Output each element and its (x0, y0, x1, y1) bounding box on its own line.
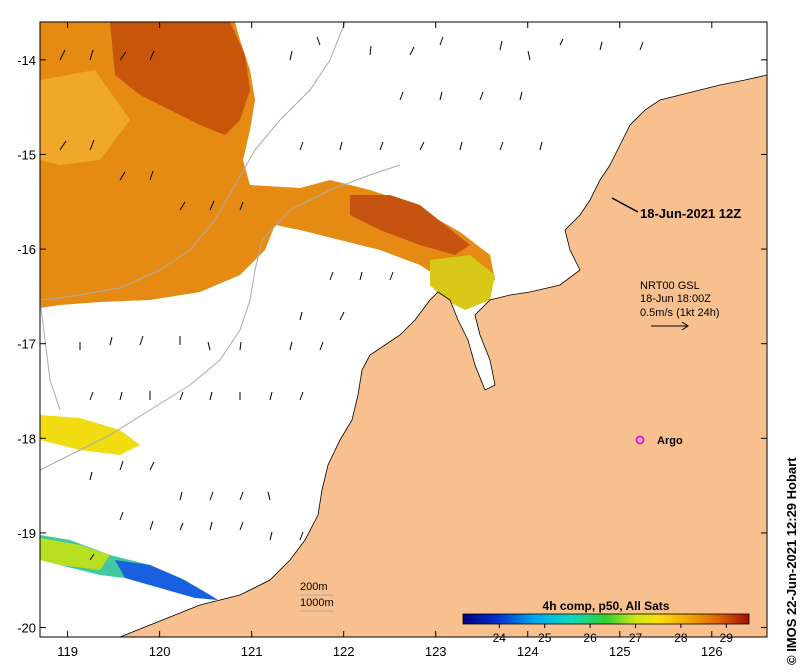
track-pointer (611, 197, 639, 213)
lat-tick-label: -19 (17, 526, 36, 541)
argo-float-marker (635, 435, 645, 445)
lat-tick-label: -20 (17, 621, 36, 636)
lat-tick-label: -17 (17, 337, 36, 352)
legend-title: 4h comp, p50, All Sats (543, 599, 670, 613)
argo-label: Argo (657, 435, 683, 447)
sst-field-south-blue (115, 560, 218, 600)
lon-tick-label: 120 (149, 644, 171, 659)
current-source-label: NRT00 GSL (640, 280, 700, 292)
track-date-label: 18-Jun-2021 12Z (640, 206, 741, 221)
colorbar-ticks: 24 25 26 27 28 29 (493, 624, 734, 645)
lon-tick-label: 123 (425, 644, 447, 659)
colorbar (462, 613, 750, 625)
lon-tick-label: 124 (517, 644, 539, 659)
lon-tick-label: 119 (57, 644, 78, 659)
current-time-label: 18-Jun 18:00Z (640, 293, 711, 305)
current-scale-label: 0.5m/s (1kt 24h) (640, 307, 719, 319)
sst-field-yellow (430, 255, 495, 310)
credit-label: © IMOS 22-Jun-2021 12:29 Hobart (784, 457, 799, 665)
latitude-axis: -14 -15 -16 -17 -18 -19 -20 (17, 53, 767, 636)
lat-tick-label: -18 (17, 431, 36, 446)
contour-1000m (40, 164, 401, 471)
lat-tick-label: -15 (17, 147, 36, 162)
colorbar-tick-label: 24 (493, 631, 507, 645)
lon-tick-label: 125 (609, 644, 631, 659)
contour-200m (40, 22, 346, 301)
sst-field-north-light (40, 70, 130, 165)
sst-field-mid-warm (350, 195, 470, 255)
contour-westline (40, 299, 61, 411)
sst-field-yellow-west (40, 415, 140, 455)
colorbar-tick-label: 28 (674, 631, 688, 645)
sst-field-north-warm (110, 22, 250, 135)
contour-1000m-label: 1000m (300, 597, 334, 609)
contour-200m-label: 200m (300, 581, 328, 593)
longitude-axis: 119 120 121 122 123 124 125 126 (57, 22, 723, 659)
lon-tick-label: 122 (333, 644, 355, 659)
lat-tick-label: -16 (17, 242, 36, 257)
colorbar-tick-label: 25 (538, 631, 552, 645)
colorbar-tick-label: 27 (629, 631, 643, 645)
lon-tick-label: 121 (241, 644, 263, 659)
colorbar-tick-label: 29 (720, 631, 734, 645)
map-frame (39, 21, 768, 638)
lat-tick-label: -14 (17, 53, 36, 68)
current-scale-arrow (651, 321, 689, 331)
sst-field-south-green (40, 538, 110, 570)
lon-tick-label: 126 (701, 644, 723, 659)
land-mass (119, 22, 767, 637)
colorbar-tick-label: 26 (583, 631, 597, 645)
current-vectors (59, 36, 644, 561)
